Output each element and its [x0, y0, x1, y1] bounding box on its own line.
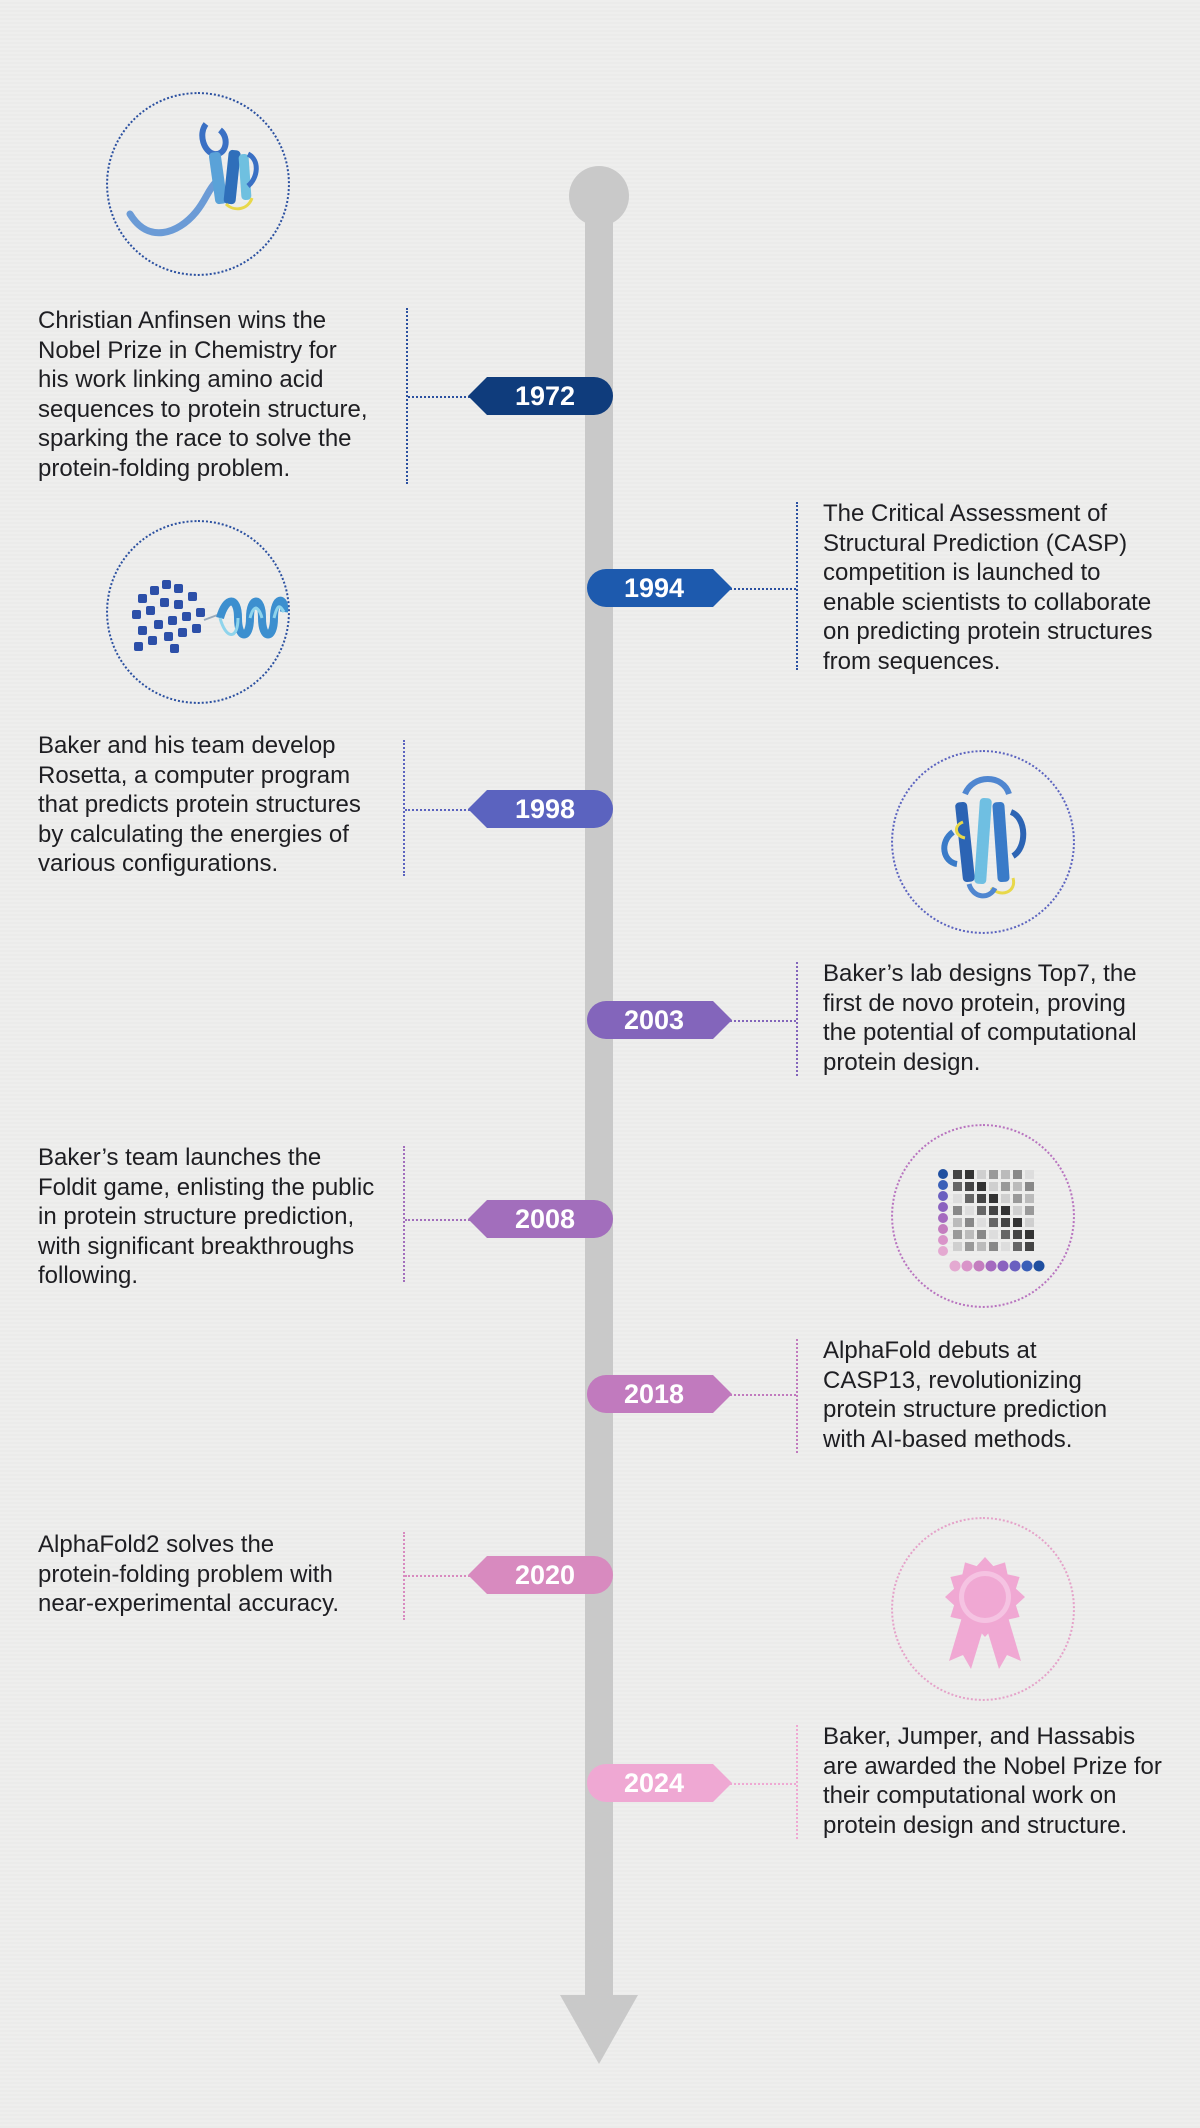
year-label-1994: 1994 — [623, 573, 685, 603]
illustration-circle-2008 — [891, 1124, 1075, 1308]
amino-acid-helix-icon — [132, 580, 289, 653]
connector-vertical-2024 — [796, 1725, 798, 1839]
connector-vertical-2003 — [796, 962, 798, 1076]
connector-vertical-1972 — [406, 308, 408, 484]
illustration-circle-1972 — [106, 92, 290, 276]
connector-horizontal-1994 — [730, 588, 796, 590]
year-tag-2024: 2024 — [587, 1764, 732, 1802]
connector-horizontal-2020 — [405, 1575, 470, 1577]
timeline-end-arrow — [560, 1995, 638, 2064]
connector-vertical-1994 — [796, 502, 798, 670]
connector-horizontal-1972 — [408, 396, 470, 398]
year-tag-2003: 2003 — [587, 1001, 732, 1039]
year-label-2018: 2018 — [623, 1379, 685, 1409]
timeline-start-cap — [569, 166, 629, 226]
illustration-circle-2003 — [891, 750, 1075, 934]
year-label-1998: 1998 — [514, 794, 576, 824]
protein-ribbon-icon — [126, 122, 259, 237]
year-label-2020: 2020 — [514, 1560, 576, 1590]
connector-horizontal-2018 — [730, 1394, 796, 1396]
connector-horizontal-2024 — [730, 1783, 796, 1785]
event-description-1994: The Critical Assessment of Structural Pr… — [823, 500, 1153, 675]
year-tag-2018: 2018 — [587, 1375, 732, 1413]
contact-map-icon — [938, 1169, 1045, 1272]
year-label-2024: 2024 — [623, 1768, 685, 1798]
event-description-2008: Baker’s team launches the Foldit game, e… — [38, 1144, 375, 1289]
connector-horizontal-1998 — [405, 809, 470, 811]
year-tag-1998: 1998 — [468, 790, 613, 828]
year-label-2008: 2008 — [514, 1204, 576, 1234]
connector-vertical-2020 — [403, 1532, 405, 1620]
event-description-2003: Baker’s lab designs Top7, the first de n… — [823, 960, 1137, 1076]
event-description-2018: AlphaFold debuts at CASP13, revolutioniz… — [823, 1337, 1108, 1453]
year-tag-1972: 1972 — [468, 377, 613, 415]
connector-vertical-2018 — [796, 1339, 798, 1453]
timeline-line — [585, 200, 613, 2000]
top7-protein-icon — [941, 776, 1027, 899]
event-description-1972: Christian Anfinsen wins the Nobel Prize … — [38, 307, 368, 482]
year-tag-2020: 2020 — [468, 1556, 613, 1594]
connector-horizontal-2008 — [405, 1219, 470, 1221]
year-label-1972: 1972 — [514, 381, 576, 411]
event-description-1998: Baker and his team develop Rosetta, a co… — [38, 732, 361, 877]
illustration-circle-2020 — [891, 1517, 1075, 1701]
event-description-2024: Baker, Jumper, and Hassabis are awarded … — [823, 1723, 1162, 1839]
event-description-2020: AlphaFold2 solves the protein-folding pr… — [38, 1531, 340, 1617]
year-tag-1994: 1994 — [587, 569, 732, 607]
connector-vertical-1998 — [403, 740, 405, 876]
connector-horizontal-2003 — [730, 1020, 796, 1022]
award-ribbon-icon — [945, 1557, 1025, 1669]
connector-vertical-2008 — [403, 1146, 405, 1282]
illustration-circle-1994 — [106, 520, 290, 704]
year-label-2003: 2003 — [623, 1005, 685, 1035]
year-tag-2008: 2008 — [468, 1200, 613, 1238]
